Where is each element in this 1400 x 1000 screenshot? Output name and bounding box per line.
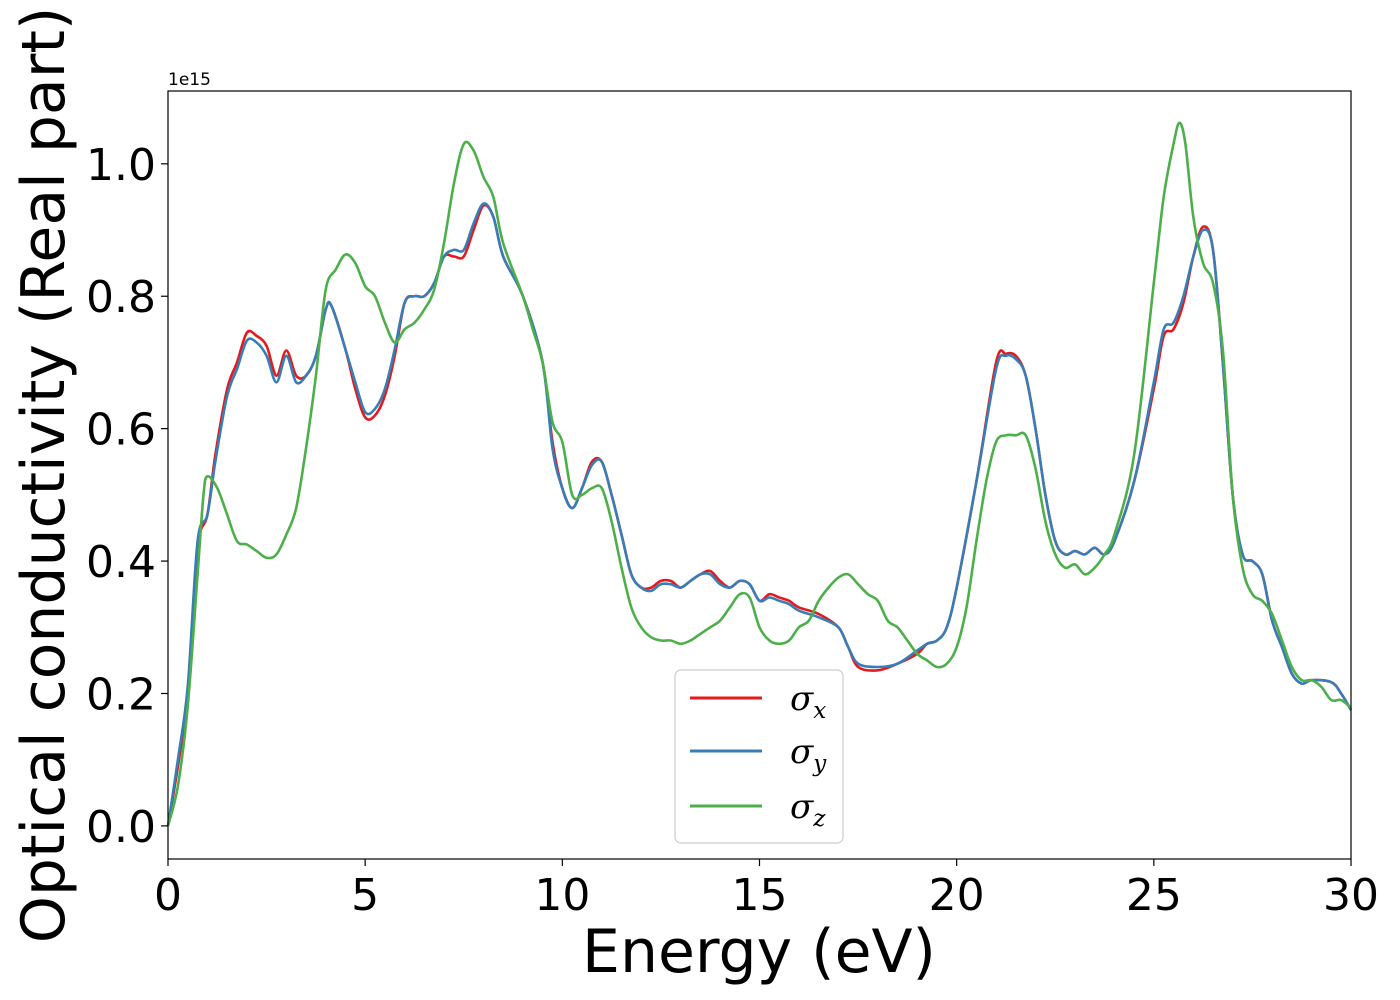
y-tick-label: 0.0 xyxy=(86,802,156,853)
legend-box xyxy=(674,669,844,844)
y-axis-ticks: 0.0 0.2 0.4 0.6 0.8 1.0 xyxy=(86,140,168,853)
x-axis-label: Energy (eV) xyxy=(582,917,936,987)
legend-label-sigma-x: σx xyxy=(790,679,826,724)
y-tick-label: 0.2 xyxy=(86,669,156,720)
series-line-sigma-y xyxy=(166,202,1353,827)
x-tick-label: 15 xyxy=(732,870,788,921)
series-line-sigma-z xyxy=(166,121,1352,827)
x-tick-label: 5 xyxy=(351,870,379,921)
y-tick-label: 0.6 xyxy=(86,405,156,456)
legend-label-sigma-y: σy xyxy=(790,732,827,777)
x-tick-label: 0 xyxy=(154,870,182,921)
y-tick-label: 1.0 xyxy=(86,140,156,191)
y-tick-label: 0.8 xyxy=(86,272,156,323)
x-axis-ticks: 0 5 10 15 20 25 30 xyxy=(154,859,1379,921)
legend: σx σy σz xyxy=(674,669,844,844)
y-tick-label: 0.4 xyxy=(86,537,156,588)
series-layer xyxy=(166,121,1353,827)
x-tick-label: 10 xyxy=(534,870,590,921)
legend-label-sigma-z: σz xyxy=(790,787,826,832)
x-tick-label: 25 xyxy=(1126,870,1182,921)
x-tick-label: 30 xyxy=(1323,870,1379,921)
x-tick-label: 20 xyxy=(929,870,985,921)
y-offset-label: 1e15 xyxy=(168,70,211,90)
y-axis-label: Optical conductivity (Real part) xyxy=(9,7,79,944)
